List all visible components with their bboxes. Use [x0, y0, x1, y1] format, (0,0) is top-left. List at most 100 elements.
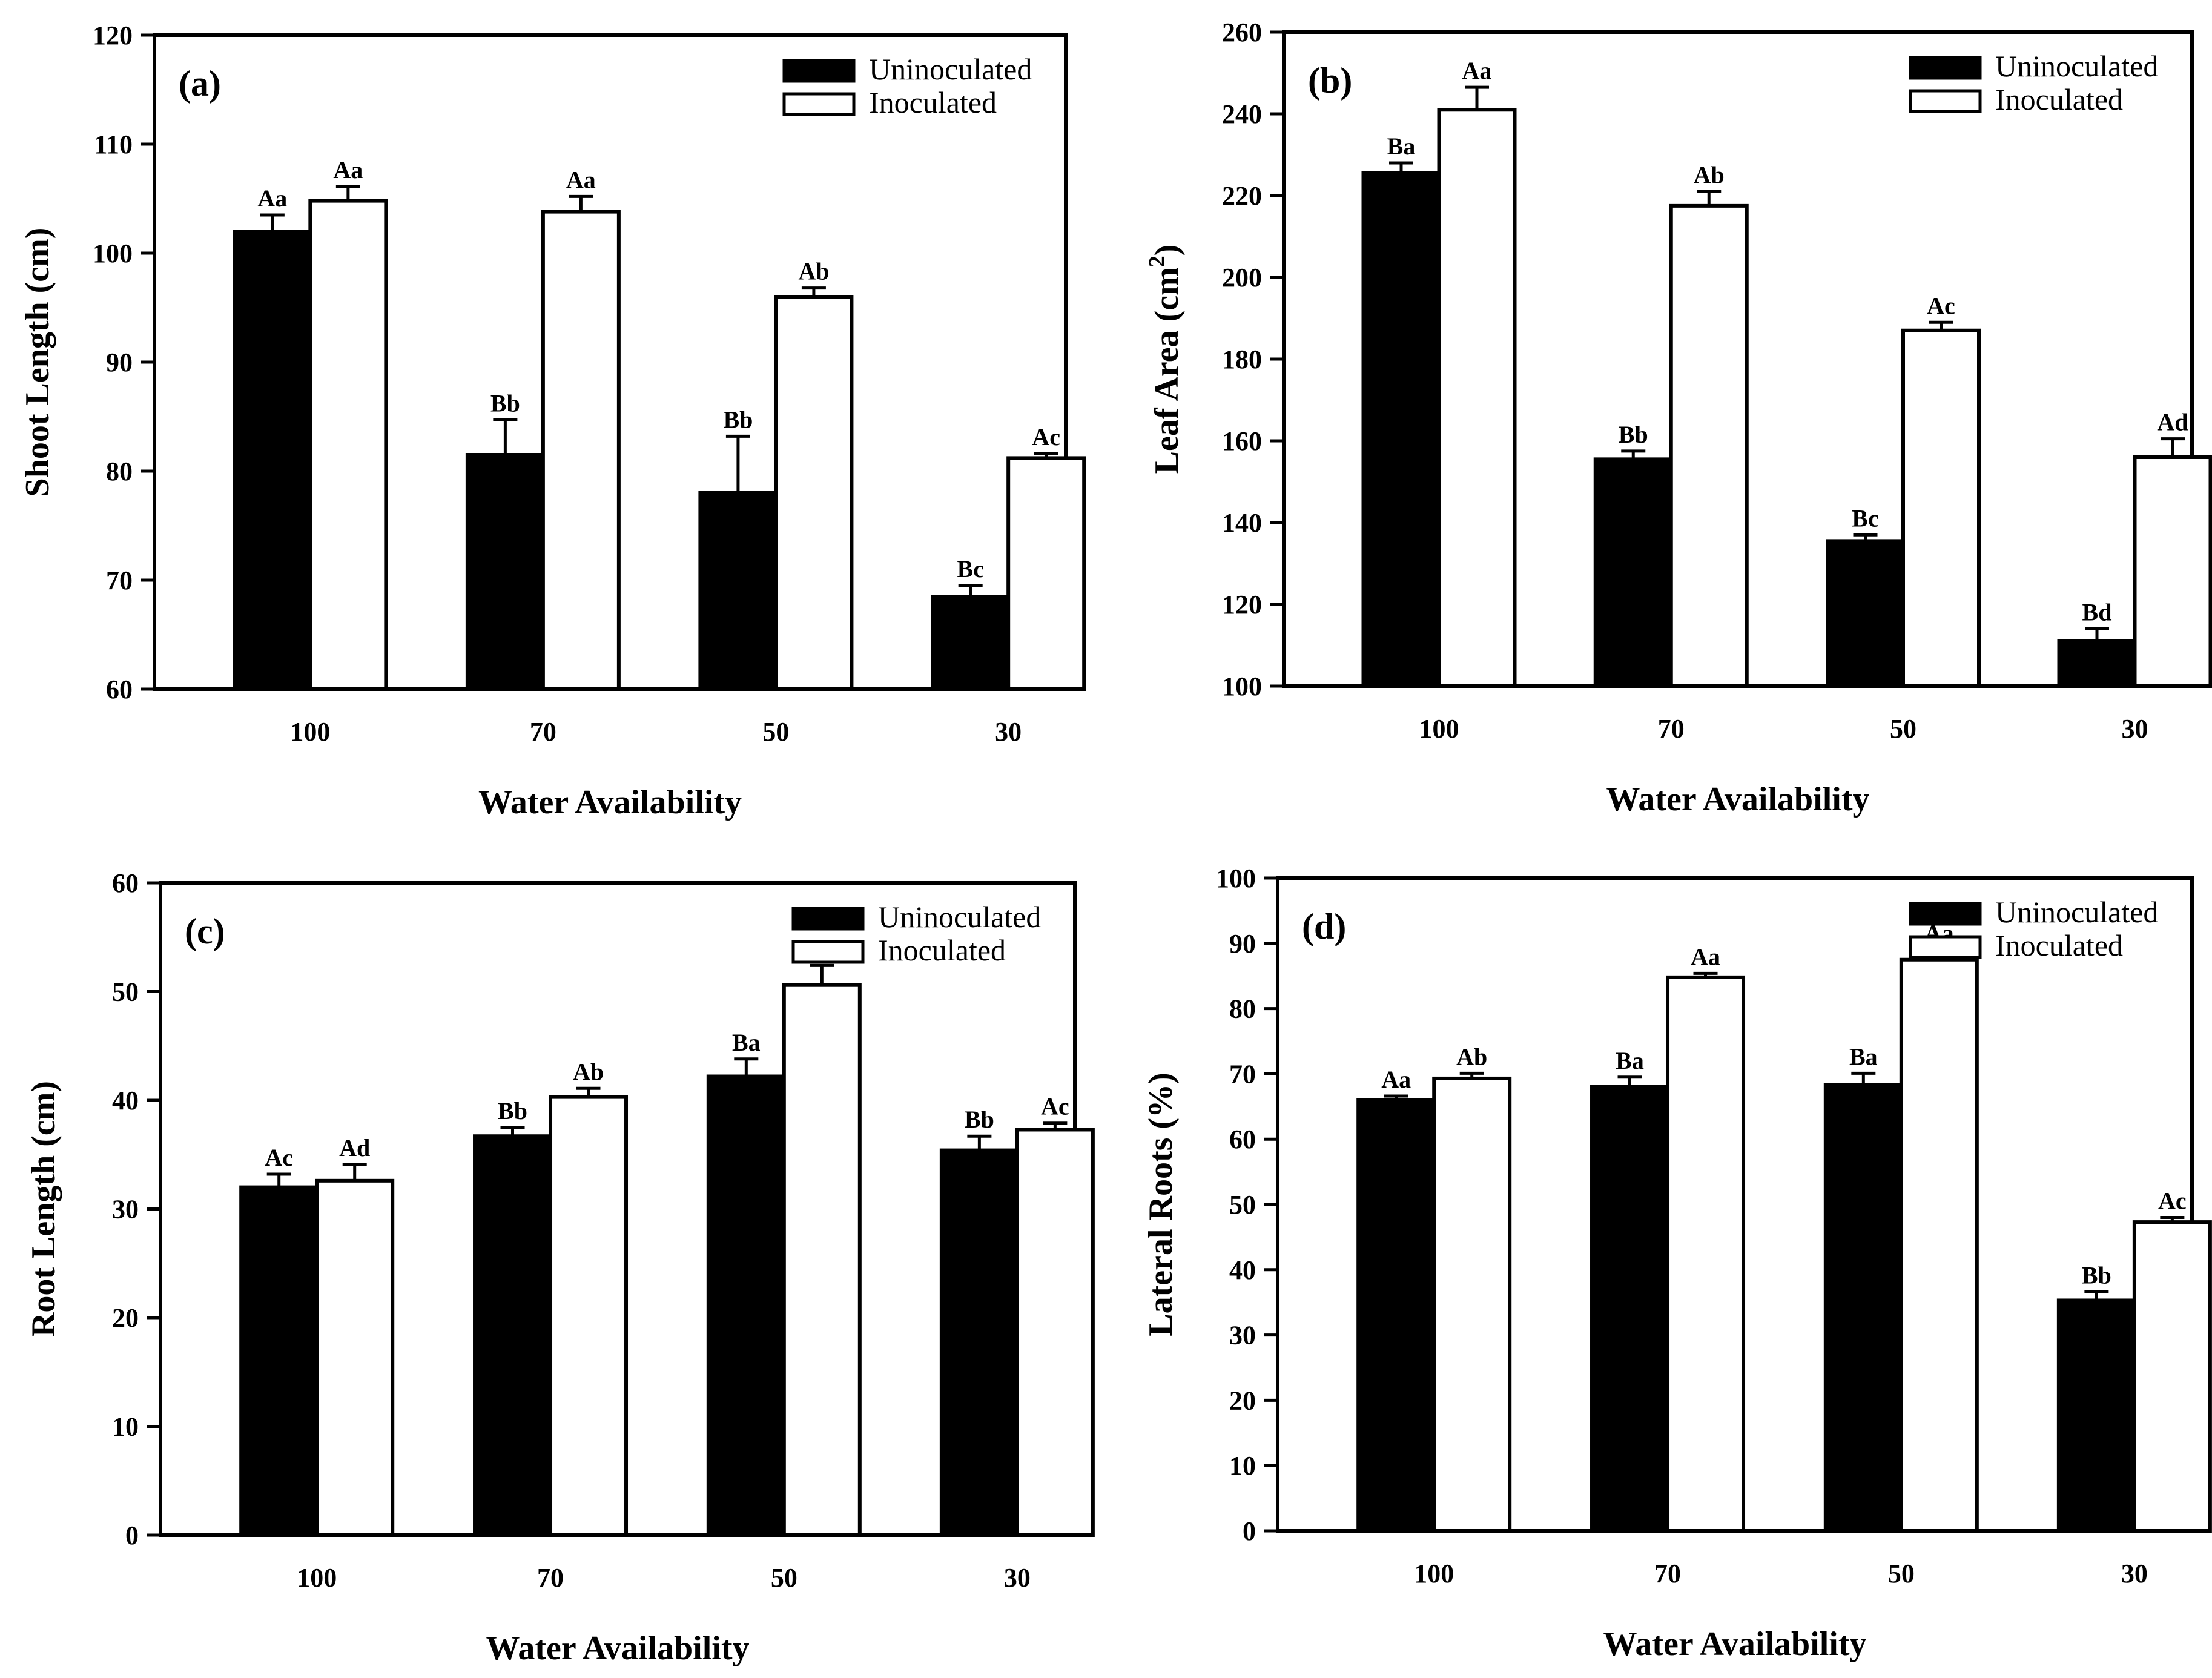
significance-label: Bc — [1852, 504, 1878, 532]
bar-inoculated — [1899, 957, 1979, 1533]
y-tick-label: 70 — [106, 566, 133, 595]
y-tick-label: 200 — [1222, 263, 1262, 292]
significance-label: Bb — [723, 406, 753, 433]
bar-uninoculated — [939, 1148, 1019, 1537]
x-tick-label: 100 — [290, 717, 330, 747]
legend-swatch-uninoculated — [1909, 56, 1982, 80]
y-axis-title: Shoot Length (cm) — [19, 228, 56, 497]
bar-uninoculated — [465, 453, 545, 691]
y-tick-label: 40 — [112, 1086, 139, 1115]
x-tick-label: 70 — [537, 1563, 564, 1593]
significance-label: Bd — [2082, 599, 2112, 626]
significance-label: Aa — [257, 185, 287, 212]
significance-label: Aa — [566, 166, 596, 193]
y-tick-label: 10 — [112, 1412, 139, 1442]
y-tick-label: 50 — [112, 977, 139, 1007]
y-tick-label: 0 — [1243, 1516, 1256, 1546]
y-tick-label: 60 — [1229, 1125, 1256, 1154]
chart-panel-3: 0 10 20 30 40 50 60 Root Length (cm) Water Avail… — [25, 868, 1095, 1667]
panel-label: (d) — [1302, 907, 1346, 946]
y-tick-label: 0 — [125, 1521, 139, 1550]
y-tick-label: 80 — [106, 457, 133, 486]
y-tick-label: 80 — [1229, 994, 1256, 1024]
y-tick-label: 30 — [112, 1195, 139, 1224]
bar-inoculated — [315, 1178, 395, 1537]
x-tick-label: 30 — [2122, 714, 2148, 744]
y-tick-label: 70 — [1229, 1059, 1256, 1089]
significance-label: Ad — [339, 1134, 370, 1161]
bar-uninoculated — [233, 230, 312, 691]
x-tick-label: 50 — [762, 717, 789, 747]
y-tick-label: 240 — [1222, 99, 1262, 129]
legend-swatch-inoculated — [782, 92, 856, 116]
bar-uninoculated — [1356, 1098, 1436, 1533]
y-tick-label: 10 — [1229, 1451, 1256, 1481]
y-tick-label: 220 — [1222, 181, 1262, 211]
chart-panel-1: 60 70 80 90 100 110 120 Shoot Length (cm) Water … — [19, 21, 1086, 821]
y-tick-label: 260 — [1222, 18, 1262, 47]
bar-inoculated — [549, 1095, 629, 1537]
legend-label: Inoculated — [1995, 82, 2123, 116]
legend-swatch-inoculated — [1909, 935, 1982, 959]
legend-label: Uninoculated — [869, 52, 1032, 86]
bar-uninoculated — [1826, 539, 1905, 688]
significance-label: Ab — [1694, 161, 1725, 188]
x-axis-title: Water Availability — [1603, 1625, 1866, 1663]
y-axis-title-superscript: 2 — [1144, 256, 1170, 267]
bar-uninoculated — [1361, 171, 1441, 688]
x-tick-label: 30 — [995, 717, 1022, 747]
y-tick-label: 90 — [106, 348, 133, 377]
bar-inoculated — [1006, 456, 1086, 692]
legend-label: Uninoculated — [878, 900, 1041, 934]
panel-label: (c) — [185, 911, 225, 951]
y-tick-label: 100 — [93, 239, 133, 268]
significance-label: Ab — [798, 258, 829, 285]
bar-inoculated — [774, 295, 854, 691]
y-tick-label: 60 — [112, 868, 139, 898]
legend-swatch-uninoculated — [1909, 902, 1982, 926]
bar-inoculated — [1432, 1076, 1512, 1533]
panel-label: (b) — [1308, 61, 1352, 101]
significance-label: Ad — [2157, 409, 2188, 436]
significance-label: Ab — [1456, 1043, 1487, 1070]
x-tick-label: 100 — [297, 1563, 337, 1593]
bar-inoculated — [1666, 975, 1746, 1533]
significance-label: Ac — [1041, 1093, 1069, 1120]
bar-uninoculated — [706, 1074, 786, 1537]
x-tick-label: 50 — [1888, 1559, 1915, 1588]
y-tick-label: 30 — [1229, 1321, 1256, 1350]
x-tick-label: 50 — [1890, 714, 1917, 744]
significance-label: Bb — [1619, 421, 1648, 448]
significance-label: Bb — [490, 389, 520, 417]
bar-uninoculated — [1823, 1083, 1903, 1533]
bar-uninoculated — [698, 491, 778, 691]
bar-uninoculated — [2056, 1298, 2136, 1533]
significance-label: Bc — [957, 555, 983, 583]
legend-swatch-inoculated — [1909, 89, 1982, 113]
bar-uninoculated — [1590, 1085, 1670, 1533]
bar-uninoculated — [239, 1185, 319, 1537]
significance-label: Bb — [498, 1097, 527, 1125]
significance-label: Ba — [1616, 1047, 1644, 1074]
x-tick-label: 50 — [771, 1563, 797, 1593]
y-tick-label: 140 — [1222, 508, 1262, 538]
significance-label: Bb — [965, 1106, 994, 1133]
x-tick-label: 30 — [2121, 1559, 2148, 1588]
bar-inoculated — [1437, 108, 1517, 688]
bar-uninoculated — [931, 595, 1011, 691]
significance-label: Ac — [2158, 1187, 2187, 1215]
chart-panel-4: 0 10 20 30 40 50 60 70 80 90 100 Lateral Roots (%) W… — [1142, 864, 2212, 1663]
x-axis-title: Water Availability — [1606, 781, 1869, 818]
y-tick-label: 40 — [1229, 1255, 1256, 1285]
y-axis-title-main: Shoot Length (cm) — [19, 228, 56, 497]
y-tick-label: 100 — [1216, 864, 1256, 893]
x-tick-label: 70 — [1658, 714, 1685, 744]
bar-inoculated — [1669, 203, 1749, 688]
significance-label: Aa — [1381, 1066, 1411, 1093]
x-tick-label: 100 — [1414, 1559, 1454, 1588]
y-tick-label: 50 — [1229, 1190, 1256, 1220]
y-tick-label: 110 — [94, 130, 133, 159]
x-tick-label: 30 — [1004, 1563, 1031, 1593]
significance-label: Ac — [1032, 423, 1060, 451]
